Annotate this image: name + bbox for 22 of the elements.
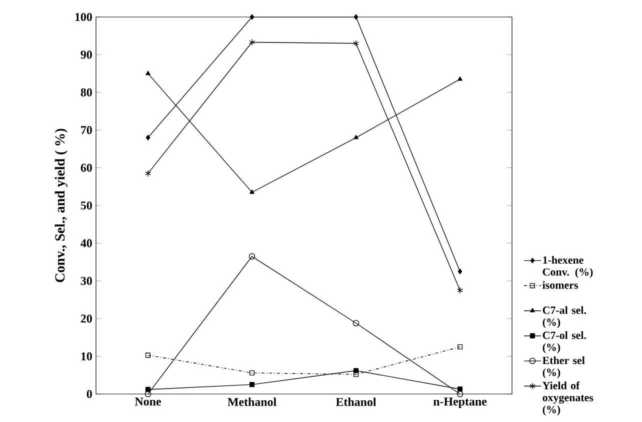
- y-tick-label: 60: [80, 164, 92, 172]
- legend-label: C7-al sel. (%): [542, 306, 586, 328]
- y-tick-label: 10: [81, 352, 92, 360]
- x-tick-label: n-Heptane: [433, 398, 487, 408]
- x-tick-label: None: [134, 398, 161, 406]
- y-tick-label: 20: [80, 314, 92, 323]
- y-tick-label: 80: [80, 88, 92, 96]
- legend-label: Ether sel (%): [542, 356, 585, 378]
- legend-label: Yield of oxygenates (%): [542, 381, 594, 416]
- y-axis-title: Conv., Sel., and yield ( %): [54, 128, 68, 282]
- legend-label: C7-ol sel. (%): [542, 331, 586, 354]
- legend-label: isomers: [542, 281, 578, 289]
- y-tick-label: 30: [80, 276, 92, 285]
- x-tick-label: Methanol: [228, 398, 276, 406]
- legend-label: 1-hexene Conv. (%): [542, 256, 593, 278]
- x-tick-label: Ethanol: [336, 398, 376, 406]
- y-tick-label: 40: [80, 239, 92, 248]
- y-tick-label: 100: [75, 12, 92, 22]
- y-tick-label: 70: [81, 126, 92, 134]
- y-tick-label: 0: [86, 390, 92, 398]
- y-tick-label: 50: [80, 201, 92, 210]
- y-tick-label: 90: [80, 50, 92, 59]
